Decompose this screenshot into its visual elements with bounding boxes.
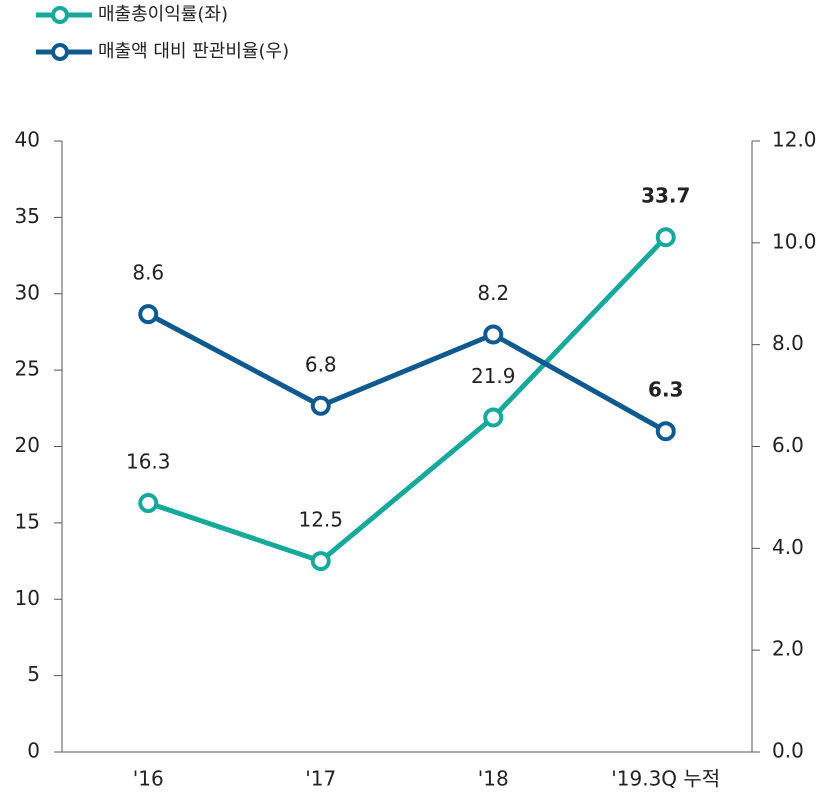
legend-marker xyxy=(53,8,67,22)
y2-tick-label: 8.0 xyxy=(772,331,804,355)
y2-tick-label: 6.0 xyxy=(772,433,804,457)
x-tick-label: '16 xyxy=(133,767,164,791)
y2-tick-label: 10.0 xyxy=(772,229,817,253)
chart: 0 5 10 15 20 25 30 35 40 0.0 2.0 4.0 6.0 8.0 10.0 12.0 '… xyxy=(0,0,833,802)
y-tick-label: 0 xyxy=(27,739,40,763)
value-label: 33.7 xyxy=(641,184,690,208)
value-label: 8.2 xyxy=(477,281,509,305)
y2-tick-label: 12.0 xyxy=(772,128,817,152)
y-tick-label: 30 xyxy=(15,280,40,304)
y-tick-label: 35 xyxy=(15,204,40,228)
y-tick-label: 40 xyxy=(15,128,40,152)
x-tick-label: '17 xyxy=(305,767,336,791)
value-label: 8.6 xyxy=(132,261,164,285)
value-label: 6.3 xyxy=(648,378,683,402)
point xyxy=(140,495,156,511)
point xyxy=(485,326,501,342)
point xyxy=(485,409,501,425)
value-label: 6.8 xyxy=(305,352,337,376)
y-tick-label: 5 xyxy=(27,662,40,686)
point xyxy=(313,553,329,569)
point xyxy=(658,229,674,245)
y2-tick-label: 2.0 xyxy=(772,637,804,661)
series-line xyxy=(148,314,666,431)
value-label: 12.5 xyxy=(298,508,343,532)
value-label: 21.9 xyxy=(471,364,516,388)
legend-label: 매출총이익률(좌) xyxy=(98,4,228,25)
x-tick-label: '19.3Q 누적 xyxy=(611,767,720,791)
point xyxy=(658,423,674,439)
x-tick-label: '18 xyxy=(478,767,509,791)
point xyxy=(313,398,329,414)
point xyxy=(140,306,156,322)
y-tick-label: 10 xyxy=(15,586,40,610)
y2-tick-label: 0.0 xyxy=(772,739,804,763)
value-label: 16.3 xyxy=(126,450,171,474)
legend-label: 매출액 대비 판관비율(우) xyxy=(98,41,289,62)
y-tick-label: 20 xyxy=(15,433,40,457)
y2-tick-label: 4.0 xyxy=(772,535,804,559)
y-tick-label: 25 xyxy=(15,357,40,381)
y-tick-label: 15 xyxy=(15,509,40,533)
legend-marker xyxy=(53,45,67,59)
series-line xyxy=(148,237,666,561)
